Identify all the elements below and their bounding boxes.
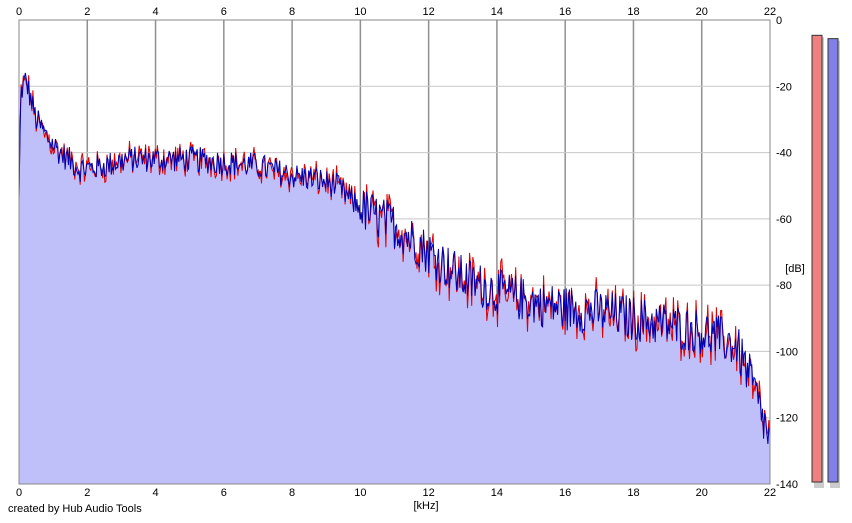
x-tick-label-bottom: 0: [16, 487, 22, 499]
y-tick-label: -100: [776, 346, 798, 358]
x-tick-label-top: 8: [289, 6, 295, 18]
x-tick-label-bottom: 6: [221, 487, 227, 499]
x-tick-label-top: 20: [696, 6, 708, 18]
y-tick-label: -140: [776, 479, 798, 491]
y-axis-label: [dB]: [785, 263, 805, 275]
x-tick-label-top: 10: [354, 6, 366, 18]
x-tick-label-bottom: 4: [152, 487, 158, 499]
x-axis-label: [kHz]: [413, 500, 438, 512]
x-tick-label-bottom: 8: [289, 487, 295, 499]
x-tick-label-bottom: 10: [354, 487, 366, 499]
x-tick-label-bottom: 12: [423, 487, 435, 499]
level-meter-r: [827, 38, 839, 483]
x-tick-label-bottom: 2: [84, 487, 90, 499]
x-tick-label-top: 16: [559, 6, 571, 18]
y-tick-label: -40: [776, 148, 792, 160]
x-tick-label-top: 22: [764, 6, 776, 18]
spectrum-line-right: [18, 72, 771, 445]
x-tick-label-top: 6: [221, 6, 227, 18]
x-tick-label-top: 0: [16, 6, 22, 18]
level-meters: [811, 34, 840, 489]
x-tick-label-top: 2: [84, 6, 90, 18]
y-tick-label: -60: [776, 214, 792, 226]
x-tick-label-top: 4: [152, 6, 158, 18]
x-tick-label-bottom: 22: [764, 487, 776, 499]
x-tick-label-top: 14: [491, 6, 503, 18]
plot-frame: [18, 19, 771, 485]
x-tick-label-bottom: 20: [696, 487, 708, 499]
x-tick-label-top: 18: [627, 6, 639, 18]
tick-labels: 002244668810101212141416161818202022220-…: [16, 6, 798, 499]
x-tick-label-bottom: 14: [491, 487, 503, 499]
y-tick-label: -120: [776, 413, 798, 425]
level-meter-l: [811, 34, 823, 483]
x-tick-label-bottom: 16: [559, 487, 571, 499]
y-tick-label: -20: [776, 81, 792, 93]
x-tick-label-top: 12: [423, 6, 435, 18]
y-tick-label: 0: [776, 15, 782, 27]
spectrum-fill: [19, 72, 770, 485]
y-tick-label: -80: [776, 280, 792, 292]
x-tick-label-bottom: 18: [627, 487, 639, 499]
credit-text: created by Hub Audio Tools: [8, 503, 142, 515]
